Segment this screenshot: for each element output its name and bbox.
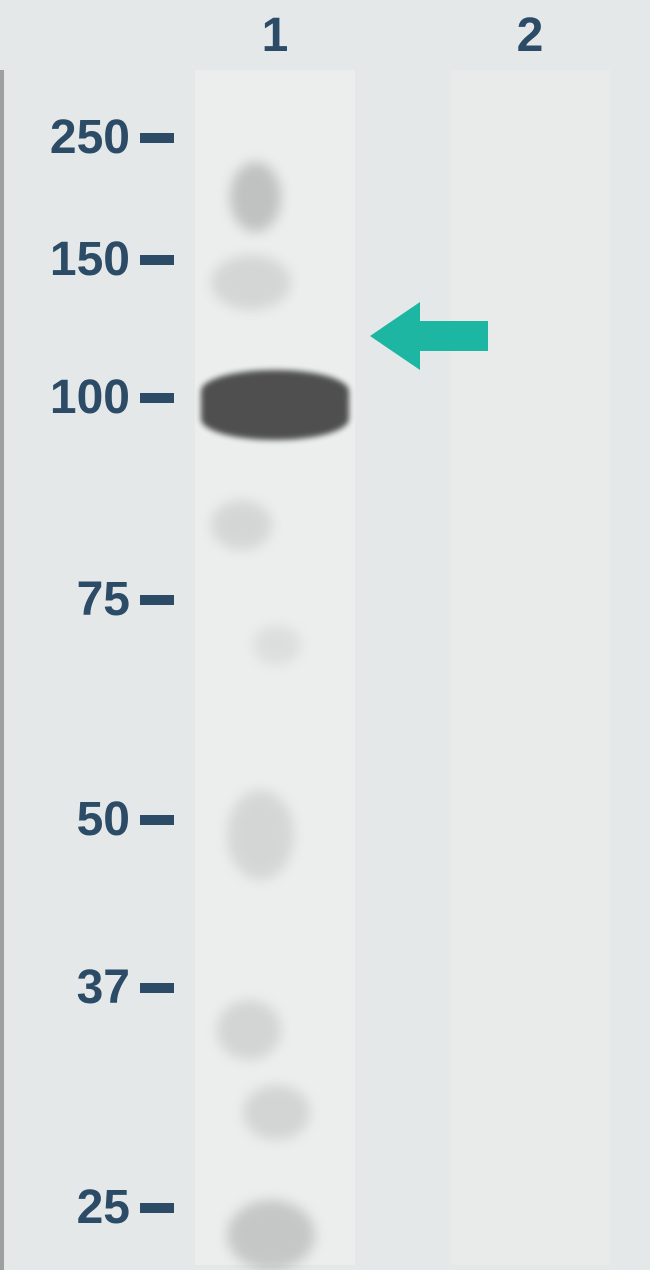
arrow-shaft xyxy=(420,321,488,351)
marker-dash-100 xyxy=(140,393,174,403)
lane-1-smudge-2 xyxy=(211,500,272,550)
lane-1-smudge-4 xyxy=(227,790,294,880)
lane-header-2: 2 xyxy=(500,8,560,63)
marker-label-50: 50 xyxy=(0,792,130,847)
blot-canvas: 1 2 250 150 100 75 50 37 25 xyxy=(0,0,650,1270)
marker-dash-25 xyxy=(140,1203,174,1213)
marker-dash-37 xyxy=(140,983,174,993)
lane-1-smudge-1 xyxy=(211,255,291,310)
marker-dash-50 xyxy=(140,815,174,825)
lane-1-smudge-6 xyxy=(243,1085,310,1140)
lane-1-smudge-7 xyxy=(227,1200,315,1270)
marker-label-75: 75 xyxy=(0,572,130,627)
arrow-head-icon xyxy=(370,302,420,370)
marker-dash-250 xyxy=(140,133,174,143)
lane-2 xyxy=(450,70,610,1265)
lane-header-1: 1 xyxy=(245,8,305,63)
marker-label-37: 37 xyxy=(0,960,130,1015)
marker-label-25: 25 xyxy=(0,1180,130,1235)
marker-label-150: 150 xyxy=(0,232,130,287)
marker-dash-150 xyxy=(140,255,174,265)
lane-1-band-0 xyxy=(201,370,348,440)
marker-label-100: 100 xyxy=(0,370,130,425)
lane-1-smudge-0 xyxy=(230,162,281,232)
lane-1-smudge-3 xyxy=(253,625,301,665)
marker-dash-75 xyxy=(140,595,174,605)
lane-1-smudge-5 xyxy=(217,1000,281,1060)
marker-label-250: 250 xyxy=(0,110,130,165)
band-indicator-arrow xyxy=(370,302,488,370)
